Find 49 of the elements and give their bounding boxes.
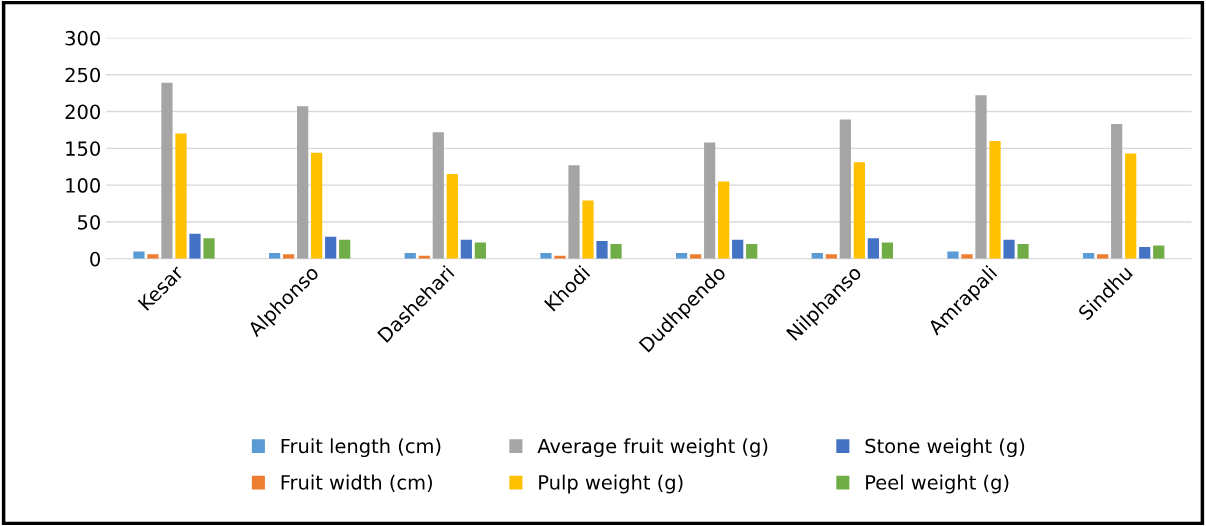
y-tick-label: 50 bbox=[78, 214, 100, 230]
bar bbox=[881, 242, 893, 259]
bar bbox=[704, 142, 716, 259]
bar bbox=[975, 95, 987, 259]
bar bbox=[568, 165, 580, 259]
bar bbox=[311, 152, 323, 259]
bar bbox=[1125, 153, 1137, 259]
bar bbox=[446, 174, 458, 259]
bar bbox=[582, 200, 594, 259]
bar bbox=[718, 181, 730, 259]
y-tick-label: 150 bbox=[66, 141, 100, 156]
legend-label: Peel weight (g) bbox=[866, 474, 1009, 494]
legend-label: Pulp weight (g) bbox=[539, 474, 683, 494]
bar bbox=[1003, 239, 1015, 259]
bar bbox=[989, 140, 1001, 259]
bar bbox=[746, 244, 758, 259]
bar bbox=[1111, 124, 1123, 259]
bar bbox=[175, 133, 187, 259]
bar bbox=[133, 251, 145, 259]
bar bbox=[297, 106, 309, 259]
y-tick-label: 100 bbox=[66, 178, 100, 193]
bar bbox=[147, 254, 159, 259]
bar bbox=[610, 244, 622, 259]
bar bbox=[474, 242, 486, 259]
bar bbox=[460, 239, 472, 259]
legend-label: Average fruit weight (g) bbox=[537, 438, 768, 458]
legend-label: Fruit width (cm) bbox=[281, 474, 432, 492]
bar bbox=[947, 251, 959, 259]
bar bbox=[853, 162, 865, 259]
y-tick-label: 300 bbox=[65, 30, 100, 46]
bar bbox=[1139, 247, 1151, 259]
bar bbox=[961, 254, 973, 259]
bar bbox=[1017, 244, 1029, 259]
legend-label: Fruit length (cm) bbox=[281, 438, 441, 458]
bar bbox=[432, 132, 444, 259]
bar bbox=[596, 241, 608, 259]
bar bbox=[732, 239, 744, 259]
bar bbox=[839, 119, 851, 259]
y-tick-label: 200 bbox=[65, 104, 100, 120]
bar bbox=[189, 233, 201, 259]
bar bbox=[325, 236, 337, 259]
bar bbox=[339, 239, 351, 259]
bar bbox=[203, 238, 215, 259]
y-tick-label: 0 bbox=[90, 251, 100, 267]
y-tick-label: 250 bbox=[65, 67, 100, 83]
legend-label: Stone weight (g) bbox=[865, 438, 1025, 458]
bar bbox=[540, 252, 552, 259]
bar bbox=[867, 238, 879, 259]
bar bbox=[161, 82, 173, 259]
